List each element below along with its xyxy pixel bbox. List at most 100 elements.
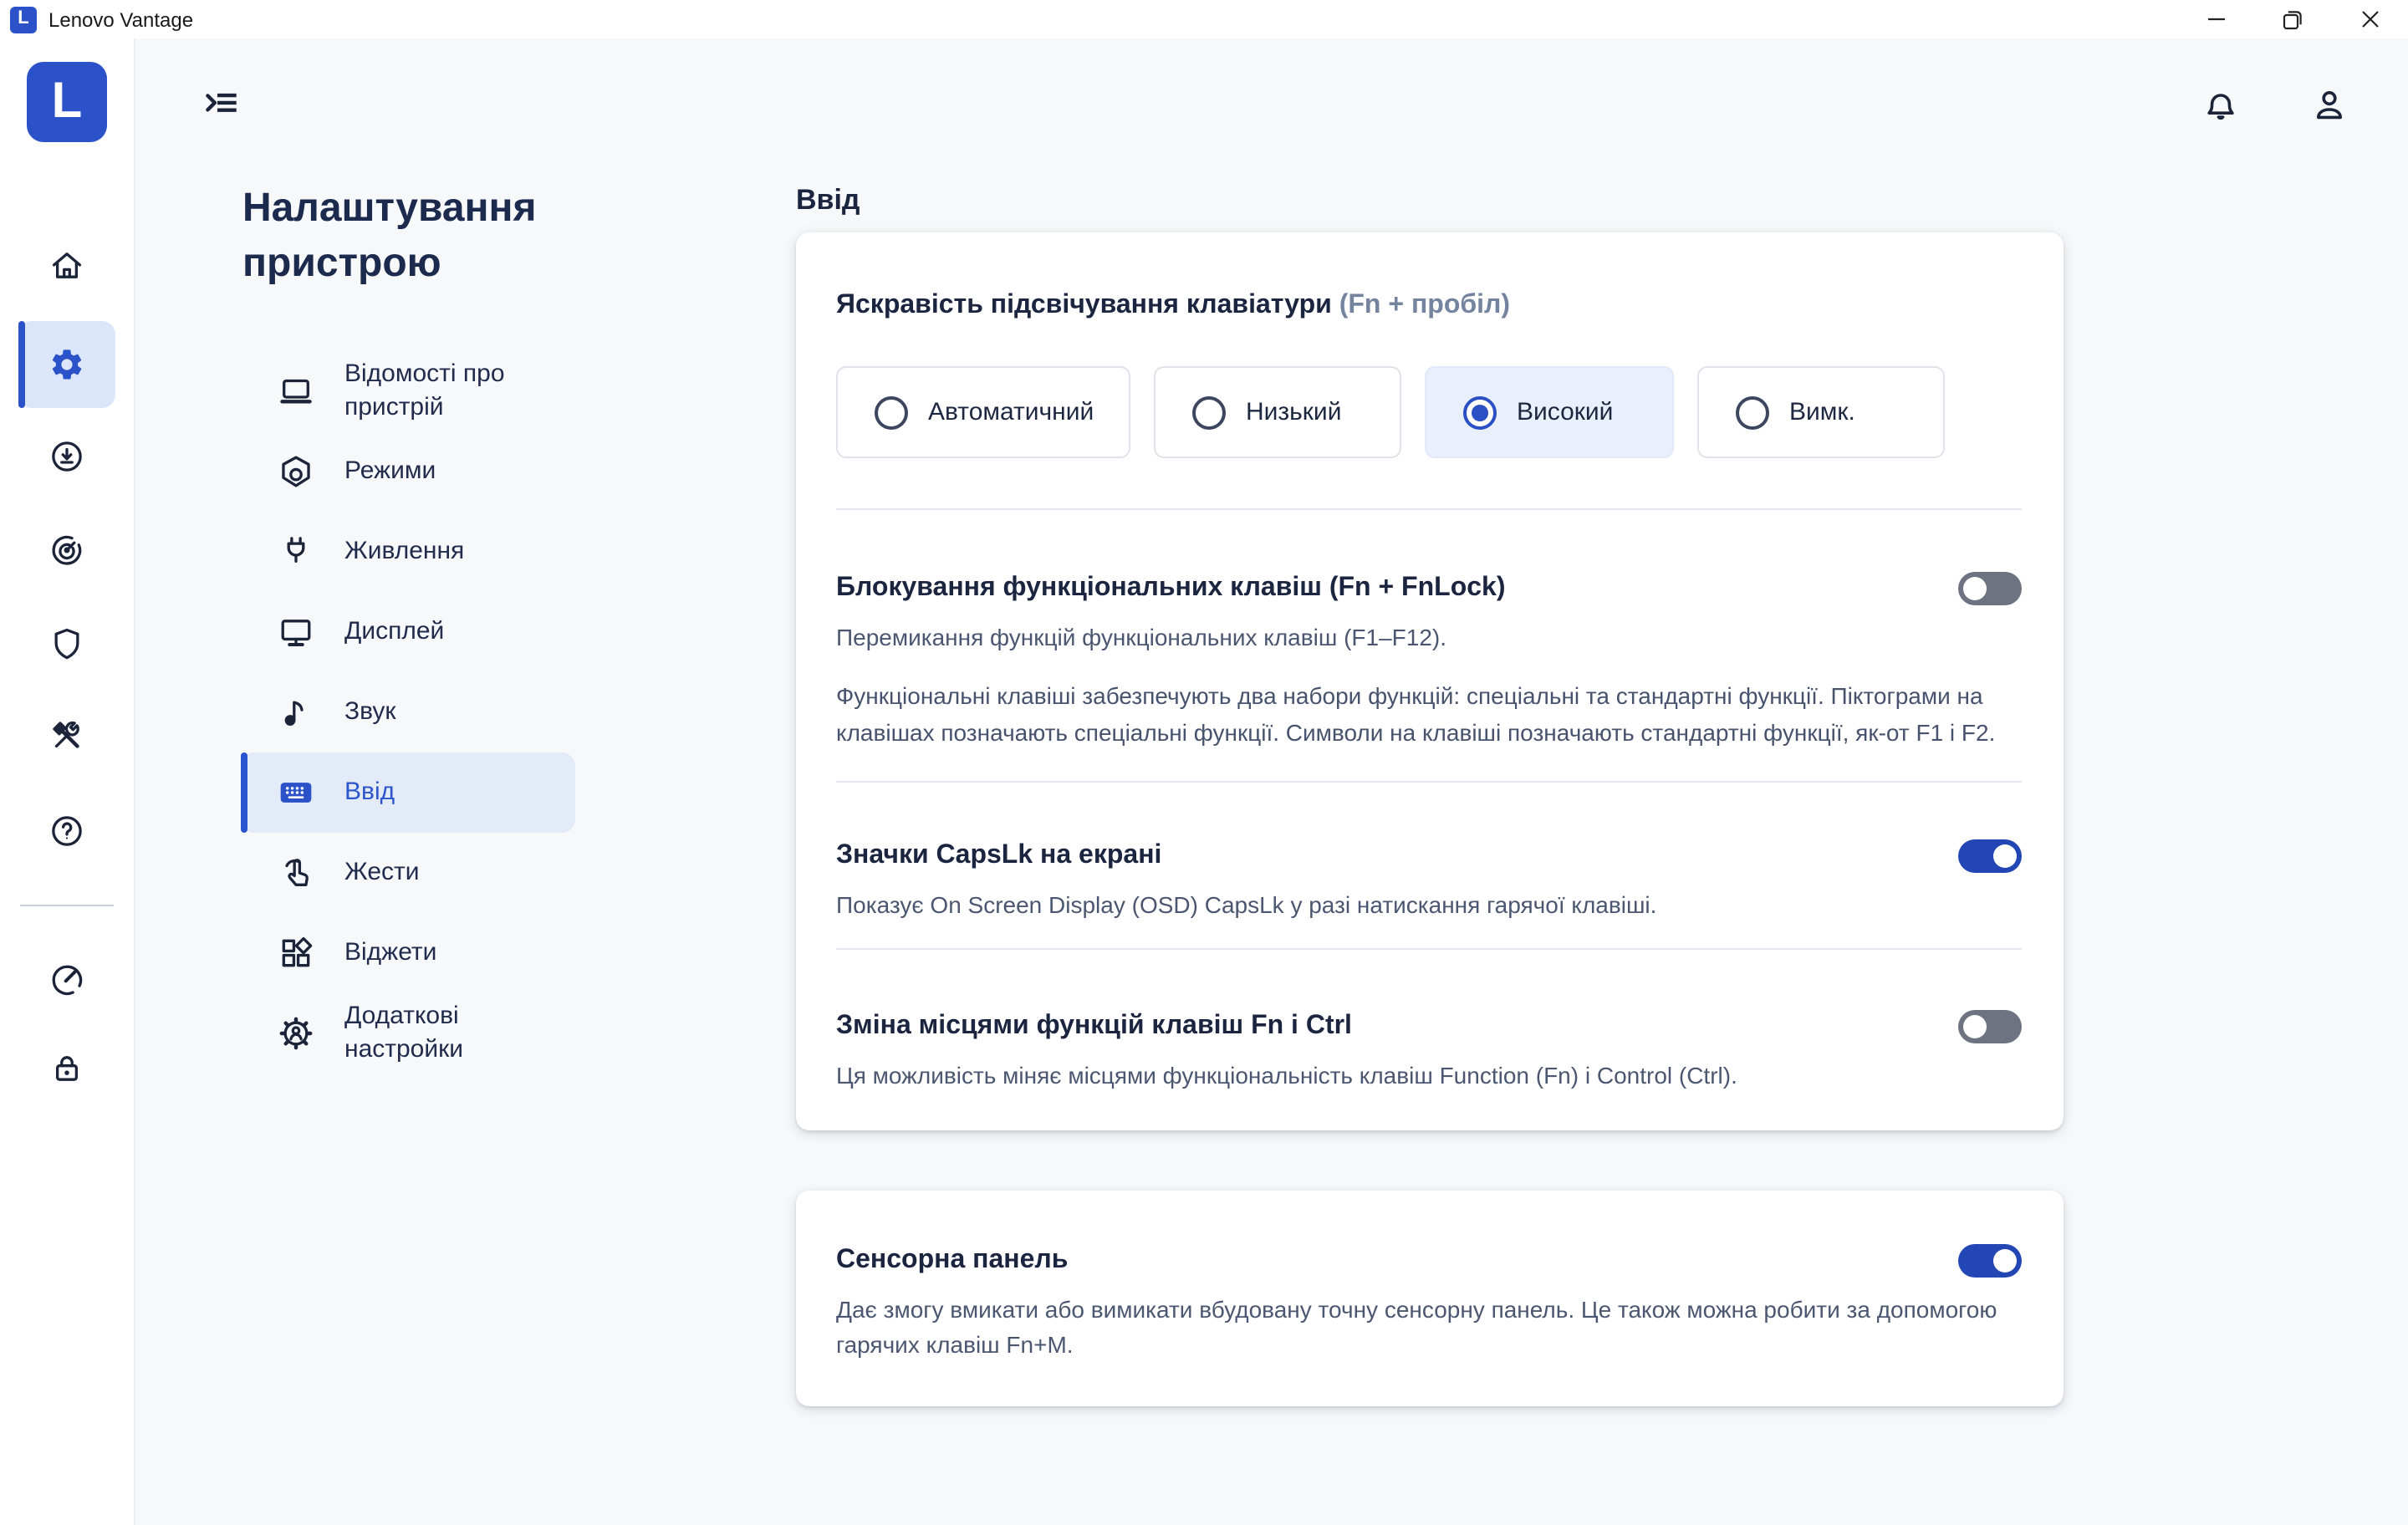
backlight-hotkey-hint: (Fn + пробіл)	[1339, 291, 1510, 319]
rail-item-security[interactable]	[18, 607, 115, 681]
rail-item-home[interactable]	[18, 229, 115, 303]
fnctrl-subtitle: Ця можливість міняє місцями функціональн…	[836, 1062, 1737, 1089]
nav-item-advanced-settings[interactable]: Додаткові настройки	[241, 993, 575, 1074]
dial-icon	[52, 535, 82, 565]
radio-option-low[interactable]: Низький	[1154, 366, 1401, 458]
radio-icon	[875, 395, 908, 429]
nav-heading: Налаштування пристрою	[242, 186, 537, 286]
toggle-knob	[1963, 1015, 1987, 1038]
rail-item-privacy[interactable]	[18, 1032, 115, 1105]
rail-item-updates[interactable]	[18, 420, 115, 493]
toggle-knob	[1963, 577, 1987, 600]
minimize-icon	[2207, 18, 2224, 21]
home-icon	[52, 252, 82, 278]
nav-item-modes[interactable]: Режими	[241, 431, 575, 512]
capslk-title: Значки CapsLk на екрані	[836, 841, 1162, 870]
touchpad-card: Сенсорна панель Дає змогу вмикати або ви…	[796, 1191, 2064, 1406]
download-icon	[52, 441, 82, 472]
rail-item-support[interactable]	[18, 794, 115, 868]
shield-icon	[54, 628, 79, 660]
rail-item-smart-performance[interactable]	[18, 943, 115, 1017]
page-title: Ввід	[796, 184, 860, 216]
plug-icon	[287, 537, 305, 564]
capslk-subtitle: Показує On Screen Display (OSD) CapsLk у…	[836, 891, 1657, 918]
touchpad-title: Сенсорна панель	[836, 1246, 1069, 1274]
radio-option-auto[interactable]: Автоматичний	[836, 366, 1130, 458]
nav-item-display[interactable]: Дисплей	[241, 592, 575, 672]
radio-icon	[1192, 395, 1226, 429]
keyboard-icon	[280, 783, 312, 803]
help-icon	[52, 816, 82, 846]
nav-item-label: Ввід	[344, 778, 395, 806]
nav-item-label: Дисплей	[344, 617, 445, 645]
advanced-settings-icon	[279, 1017, 313, 1050]
user-icon	[2317, 91, 2342, 120]
nav-item-device-info[interactable]: Відомості про пристрій	[241, 351, 575, 431]
toggle-knob	[1993, 1249, 2017, 1273]
fnlock-subtitle: Перемикання функцій функціональних клаві…	[836, 624, 1446, 650]
settings-nav: Налаштування пристрою Відомості про прис…	[134, 38, 796, 1525]
lock-icon	[55, 1056, 79, 1081]
close-icon	[2361, 11, 2378, 28]
fnctrl-title: Зміна місцями функцій клавіш Fn і Ctrl	[836, 1012, 1352, 1040]
divider	[836, 781, 2022, 783]
laptop-icon	[280, 379, 312, 404]
collapse-menu-button[interactable]	[197, 80, 244, 127]
nav-item-label: Додаткові настройки	[344, 1002, 464, 1063]
touchpad-toggle[interactable]	[1958, 1244, 2022, 1278]
titlebar: L Lenovo Vantage	[0, 0, 2408, 38]
nav-item-label: Режими	[344, 456, 436, 485]
rail-item-performance[interactable]	[18, 513, 115, 587]
backlight-title-text: Яскравість підсвічування клавіатури	[836, 291, 1332, 319]
nav-item-label: Жести	[344, 858, 420, 886]
capslk-toggle[interactable]	[1958, 839, 2022, 873]
fnlock-title: Блокування функціональних клавіш (Fn + F…	[836, 574, 1506, 602]
nav-item-label: Віджети	[344, 938, 437, 967]
nav-item-label: Відомості про пристрій	[344, 360, 505, 421]
backlight-section-title: Яскравість підсвічування клавіатури (Fn …	[836, 232, 2022, 324]
nav-menu: Відомості про пристрій Режими Живлення	[241, 351, 575, 1074]
fnlock-toggle[interactable]	[1958, 572, 2022, 605]
note-icon	[284, 701, 304, 726]
icon-rail: L	[0, 38, 135, 1525]
rail-item-device-settings[interactable]	[18, 321, 115, 408]
fnctrl-toggle[interactable]	[1958, 1010, 2022, 1043]
account-button[interactable]	[2306, 82, 2353, 129]
app-title: Lenovo Vantage	[48, 8, 194, 31]
widgets-icon	[282, 936, 313, 967]
fnctrl-row: Зміна місцями функцій клавіш Fn і Ctrl Ц…	[836, 1008, 2022, 1094]
display-icon	[281, 620, 311, 647]
minimize-button[interactable]	[2177, 0, 2254, 38]
nav-item-label: Живлення	[344, 537, 465, 565]
fnlock-row: Блокування функціональних клавіш (Fn + F…	[836, 570, 2022, 751]
toggle-knob	[1993, 844, 2017, 868]
modes-icon	[282, 456, 310, 487]
bell-icon	[2207, 94, 2234, 120]
gear-icon	[52, 349, 82, 380]
rail-divider	[20, 905, 114, 906]
radio-option-off[interactable]: Вимк.	[1697, 366, 1945, 458]
maximize-restore-button[interactable]	[2254, 0, 2331, 38]
collapse-menu-icon	[206, 93, 237, 112]
app-logo-badge: L	[10, 6, 37, 33]
main-content: Ввід Яскравість підсвічування клавіатури…	[796, 38, 2064, 1406]
keyboard-settings-card: Яскравість підсвічування клавіатури (Fn …	[796, 232, 2064, 1130]
nav-item-sound[interactable]: Звук	[241, 672, 575, 752]
nav-item-widgets[interactable]: Віджети	[241, 913, 575, 993]
radio-selected-icon	[1463, 395, 1497, 429]
nav-item-input[interactable]: Ввід	[241, 752, 575, 833]
radio-option-high[interactable]: Високий	[1425, 366, 1674, 458]
divider	[836, 948, 2022, 950]
capslk-row: Значки CapsLk на екрані Показує On Scree…	[836, 838, 2022, 923]
nav-item-label: Звук	[344, 697, 396, 726]
notifications-button[interactable]	[2197, 82, 2244, 129]
gesture-icon	[285, 859, 309, 886]
nav-item-power[interactable]: Живлення	[241, 512, 575, 592]
close-button[interactable]	[2331, 0, 2408, 38]
nav-item-gestures[interactable]: Жести	[241, 833, 575, 913]
rail-item-toolbox[interactable]	[18, 699, 115, 773]
radio-icon	[1736, 395, 1769, 429]
lenovo-logo: L	[27, 62, 107, 142]
maximize-icon	[2283, 10, 2302, 29]
